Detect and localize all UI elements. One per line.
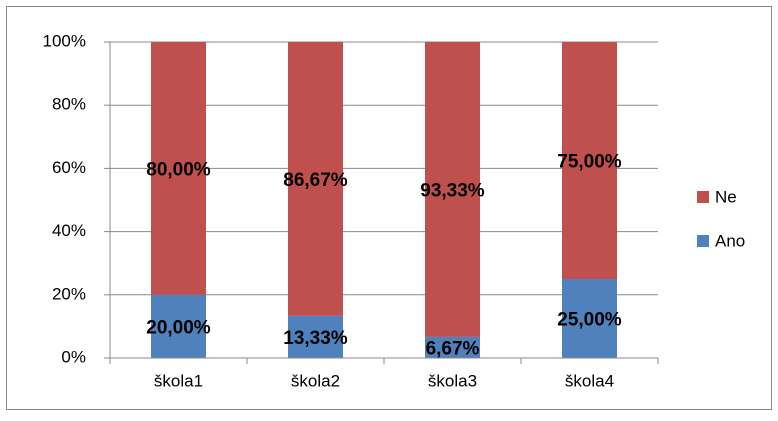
bar-segment [425, 42, 480, 337]
bar-segment [288, 315, 343, 358]
data-label: 75,00% [557, 152, 622, 173]
data-label: 80,00% [146, 159, 211, 180]
y-tick-label: 40% [52, 221, 86, 240]
legend-label: Ano [715, 231, 745, 250]
legend-swatch [697, 191, 709, 203]
bar-segment [151, 42, 206, 295]
y-tick-label: 100% [43, 31, 86, 50]
bar-segment [562, 279, 617, 358]
y-tick-label: 20% [52, 284, 86, 303]
bar-segment [425, 336, 480, 358]
data-label: 13,33% [283, 328, 348, 349]
data-label: 93,33% [420, 180, 485, 201]
data-label: 25,00% [557, 310, 622, 331]
bar-segment [562, 42, 617, 279]
x-tick-label: škola1 [154, 371, 203, 390]
y-tick-label: 0% [61, 347, 86, 366]
legend-label: Ne [715, 187, 737, 206]
data-label: 86,67% [283, 170, 348, 191]
legend-swatch [697, 235, 709, 247]
bar-segment [288, 42, 343, 316]
chart-border [6, 6, 772, 410]
data-label: 6,67% [426, 338, 480, 359]
data-label: 20,00% [146, 317, 211, 338]
y-tick-label: 60% [52, 158, 86, 177]
x-tick-label: škola2 [291, 371, 340, 390]
x-tick-label: škola3 [428, 371, 477, 390]
y-tick-label: 80% [52, 95, 86, 114]
x-tick-label: škola4 [565, 371, 614, 390]
bar-segment [151, 294, 206, 358]
